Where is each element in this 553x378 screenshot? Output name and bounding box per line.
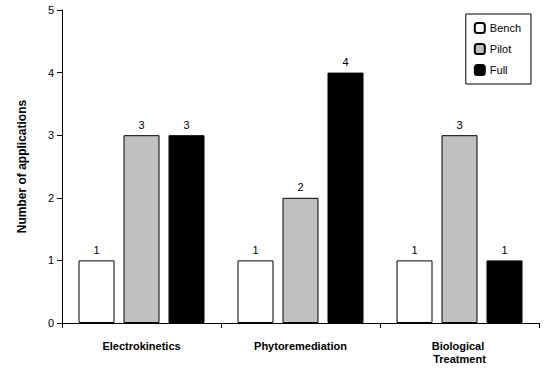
svg-text:2: 2 — [297, 181, 303, 193]
svg-text:3: 3 — [48, 129, 54, 141]
svg-text:3: 3 — [138, 119, 144, 131]
svg-text:Treatment: Treatment — [433, 353, 486, 365]
svg-text:Phytoremediation: Phytoremediation — [254, 340, 347, 352]
svg-text:Pilot: Pilot — [490, 43, 511, 55]
svg-text:1: 1 — [501, 244, 507, 256]
svg-text:Electrokinetics: Electrokinetics — [102, 340, 180, 352]
svg-text:Bench: Bench — [490, 22, 521, 34]
svg-text:Number of applications: Number of applications — [15, 100, 29, 234]
svg-text:3: 3 — [183, 119, 189, 131]
svg-text:1: 1 — [252, 244, 258, 256]
svg-text:1: 1 — [48, 254, 54, 266]
svg-text:4: 4 — [48, 67, 54, 79]
svg-text:2: 2 — [48, 192, 54, 204]
svg-text:5: 5 — [48, 4, 54, 16]
svg-text:0: 0 — [48, 317, 54, 329]
svg-text:1: 1 — [411, 244, 417, 256]
svg-text:Full: Full — [490, 64, 508, 76]
svg-text:3: 3 — [456, 119, 462, 131]
svg-text:4: 4 — [342, 56, 348, 68]
svg-text:Biological: Biological — [432, 340, 488, 352]
svg-text:1: 1 — [93, 244, 99, 256]
